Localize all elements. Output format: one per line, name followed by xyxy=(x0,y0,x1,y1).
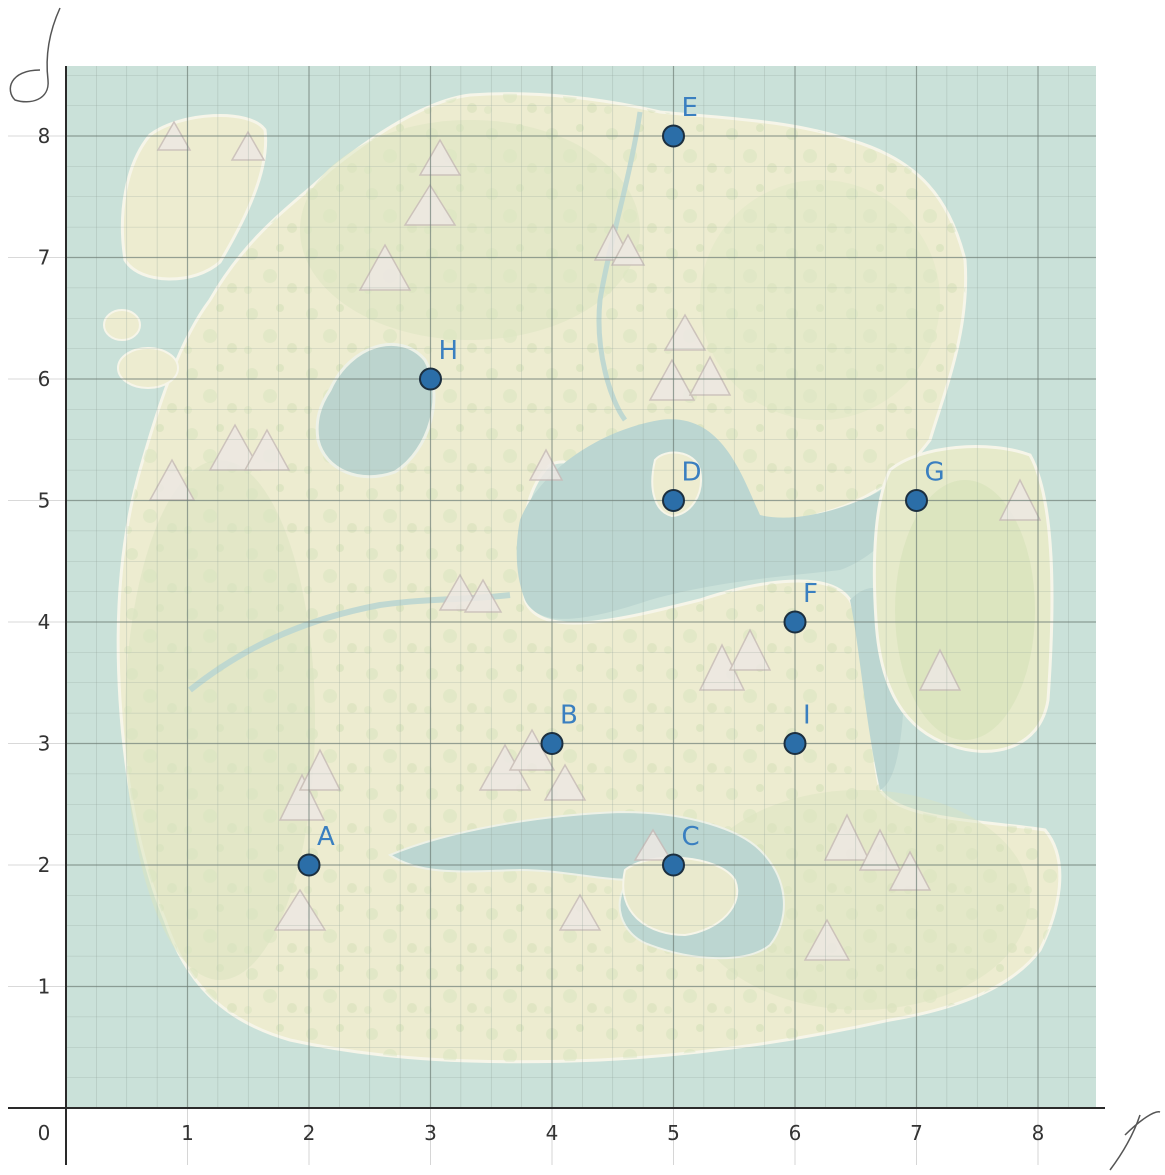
map-point-a[interactable] xyxy=(297,853,321,877)
x-axis-label: x xyxy=(1135,1131,1147,1155)
northwest-island xyxy=(120,114,268,281)
x-tick-label: 0 xyxy=(38,1121,51,1145)
map-point-label: I xyxy=(803,701,811,731)
y-tick-label: 2 xyxy=(38,853,51,877)
x-tick-label: 6 xyxy=(789,1121,802,1145)
west-lake xyxy=(315,342,436,479)
tick-labels: 0 1 2 3 4 5 6 7 8 1 2 3 4 5 6 7 8 xyxy=(38,124,1045,1145)
x-tick-label: 2 xyxy=(303,1121,316,1145)
x-axis-annotation: x xyxy=(1109,1111,1161,1171)
y-tick-label: 6 xyxy=(38,367,51,391)
y-tick-label: 3 xyxy=(38,732,51,756)
islet-1 xyxy=(103,309,141,341)
mountains xyxy=(148,120,1042,961)
coordinate-grid xyxy=(8,66,1096,1165)
main-island xyxy=(116,92,1062,1064)
map-point-label: E xyxy=(682,93,698,123)
map-points: A B C D E F G H I xyxy=(297,93,945,877)
map-point-b[interactable] xyxy=(540,732,564,755)
central-bay xyxy=(516,419,905,619)
map-point-label: B xyxy=(560,701,578,731)
map-point-label: F xyxy=(803,579,818,609)
x-tick-label: 7 xyxy=(910,1121,923,1145)
map-point-c[interactable] xyxy=(662,853,685,877)
x-tick-label: 1 xyxy=(181,1121,194,1145)
map-point-label: H xyxy=(439,336,459,366)
x-tick-label: 3 xyxy=(424,1121,437,1145)
map-point-h[interactable] xyxy=(419,367,442,391)
map-point-label: D xyxy=(682,458,702,488)
map-point-e[interactable] xyxy=(662,124,685,148)
map-point-d[interactable] xyxy=(662,489,685,512)
y-tick-label: 1 xyxy=(38,975,51,999)
x-tick-label: 4 xyxy=(546,1121,559,1145)
y-tick-label: 4 xyxy=(38,610,51,634)
map-point-label: C xyxy=(682,822,700,852)
y-tick-label: 7 xyxy=(38,246,51,270)
map-point-g[interactable] xyxy=(905,489,928,512)
y-tick-label: 8 xyxy=(38,124,51,148)
axes xyxy=(8,66,1105,1165)
map-point-label: G xyxy=(925,458,945,488)
map-point-i[interactable] xyxy=(783,732,807,755)
map-point-f[interactable] xyxy=(783,610,807,634)
north-river xyxy=(596,111,643,422)
map-point-label: A xyxy=(317,822,335,852)
x-tick-label: 5 xyxy=(667,1121,680,1145)
map-wash xyxy=(66,66,1096,1108)
y-axis-annotation: y xyxy=(9,7,61,103)
y-axis-label: y xyxy=(30,41,42,65)
islet-2 xyxy=(117,347,179,389)
x-tick-label: 8 xyxy=(1032,1121,1045,1145)
y-tick-label: 5 xyxy=(38,489,51,513)
